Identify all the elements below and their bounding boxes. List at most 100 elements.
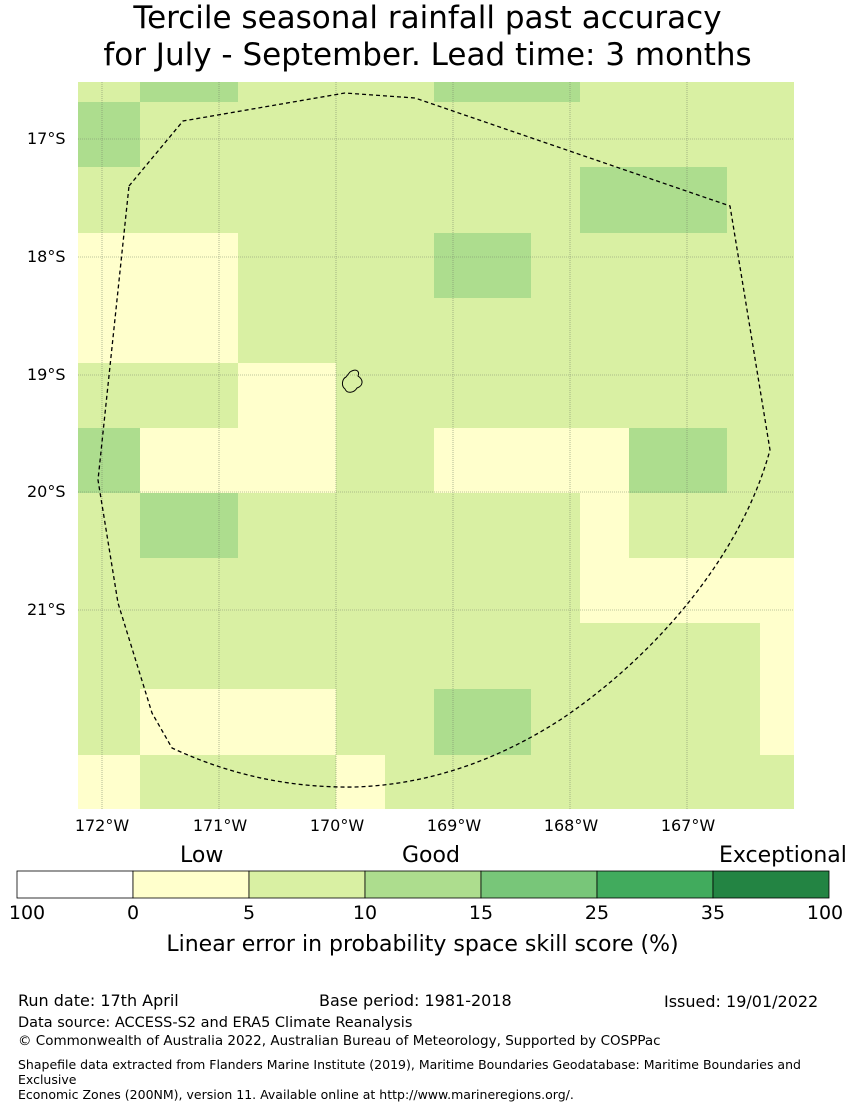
grid-cell [629,689,727,755]
legend-category-low: Low [180,843,224,868]
issued-date: Issued: 19/01/2022 [664,992,819,1011]
grid-cell [434,82,531,102]
grid-cell [580,167,629,233]
grid-cell [531,363,580,428]
grid-cell [140,233,238,298]
grid-cell [238,558,336,623]
grid-cell [140,82,238,102]
grid-cell [78,755,140,809]
grid-cell [434,298,531,363]
colorbar-tick: 10 [352,902,378,924]
lat-label-19s: 19°S [27,365,66,384]
grid-cell [238,233,336,298]
lon-label-169w: 169°W [426,816,482,835]
grid-cell [238,755,336,809]
grid-cell [629,428,727,493]
grid-cell [385,755,434,809]
grid-cell [385,493,434,558]
grid-cell [629,755,727,809]
colorbar-tick: 15 [468,902,494,924]
grid-cell [336,689,385,755]
grid-cell [238,167,336,233]
colorbar-tick: 5 [242,902,256,924]
grid-cell [385,102,434,167]
grid-cell [336,167,385,233]
grid-cell [336,363,385,428]
grid-cell [531,689,580,755]
grid-cell [336,233,385,298]
grid-cell [727,167,760,233]
run-date: Run date: 17th April [18,991,179,1010]
grid-cell [760,623,794,689]
grid-cell [140,363,238,428]
grid-cell [531,233,580,298]
colorbar-caption: Linear error in probability space skill … [166,932,679,957]
grid-cell [238,363,336,428]
grid-cell [760,298,794,363]
grid-cell [78,102,140,167]
grid-cell [238,623,336,689]
grid-cell [760,558,794,623]
grid-cell [727,298,760,363]
lon-label-171w: 171°W [192,816,248,835]
grid-cell [385,233,434,298]
grid-cell [580,363,629,428]
grid-cell [385,428,434,493]
grid-cell [580,428,629,493]
grid-cell [727,623,760,689]
skill-grid [78,82,794,809]
grid-cell [434,363,531,428]
lat-label-21s: 21°S [27,600,66,619]
colorbar-swatch [364,870,482,899]
grid-cell [434,689,531,755]
grid-cell [580,755,629,809]
grid-cell [727,428,760,493]
grid-cell [238,82,336,102]
grid-cell [760,755,794,809]
grid-cell [531,755,580,809]
grid-cell [140,755,238,809]
grid-cell [78,233,140,298]
colorbar-tick: 35 [700,902,726,924]
grid-cell [238,689,336,755]
colorbar-tick: 25 [584,902,610,924]
grid-cell [238,428,336,493]
grid-cell [78,623,140,689]
grid-cell [580,82,629,102]
grid-cell [727,102,760,167]
colorbar-swatch [248,870,366,899]
grid-cell [434,623,531,689]
colorbar-tick: 100 [806,902,844,924]
grid-cell [336,558,385,623]
grid-cell [385,298,434,363]
grid-cell [629,623,727,689]
graticule [78,82,794,809]
grid-cell [78,558,140,623]
grid-cell [434,493,531,558]
grid-cell [238,102,336,167]
shapefile-credit: Shapefile data extracted from Flanders M… [18,1057,855,1102]
grid-cell [385,82,434,102]
grid-cell [531,82,580,102]
colorbar-swatch [712,870,830,899]
colorbar-tick: 0 [126,902,140,924]
data-source: Data source: ACCESS-S2 and ERA5 Climate … [18,1015,413,1031]
grid-cell [78,428,140,493]
grid-cell [727,558,760,623]
grid-cell [629,363,727,428]
grid-cell [336,298,385,363]
grid-cell [78,689,140,755]
grid-cell [336,493,385,558]
base-period: Base period: 1981-2018 [319,991,512,1010]
grid-cell [140,623,238,689]
colorbar [16,870,830,899]
grid-cell [336,623,385,689]
grid-cell [78,493,140,558]
grid-cell [629,82,727,102]
grid-cell [760,82,794,102]
grid-cell [531,167,580,233]
lon-label-168w: 168°W [543,816,599,835]
lat-label-20s: 20°S [27,482,66,501]
grid-cell [760,363,794,428]
